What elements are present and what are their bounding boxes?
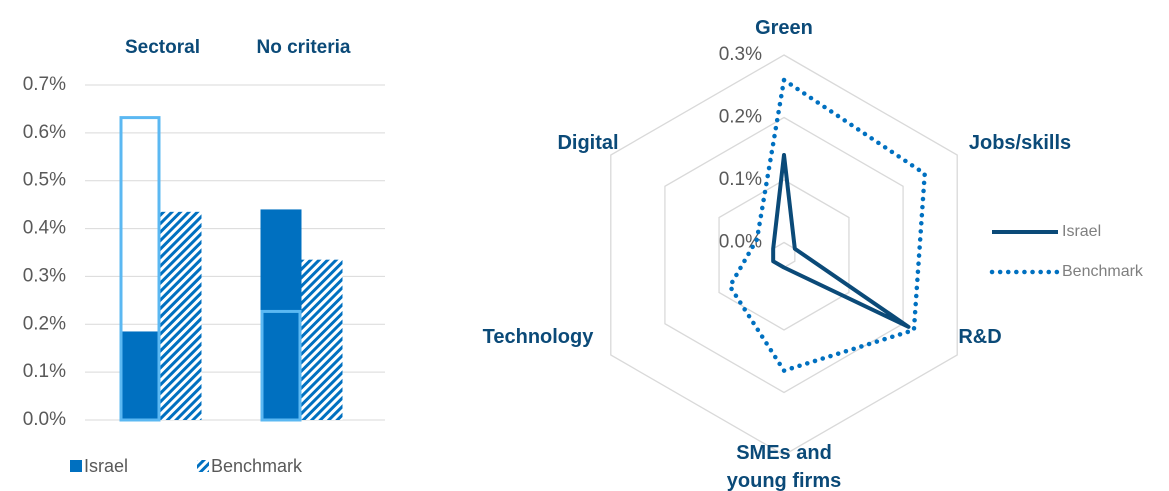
axis-label: R&D <box>958 326 1002 348</box>
y-tick-label: 0.0% <box>23 409 66 430</box>
category-label: No criteria <box>257 37 351 58</box>
bar <box>260 209 302 420</box>
bar <box>301 259 343 420</box>
legend-swatch <box>70 460 82 472</box>
grid-ring <box>610 54 958 456</box>
axis-label: Technology <box>482 326 594 348</box>
y-tick-label: 0.1% <box>23 361 66 382</box>
legend-label: Benchmark <box>211 456 303 476</box>
bar-outline <box>119 116 161 422</box>
bar-outline <box>260 309 302 422</box>
legend-swatch <box>197 460 209 472</box>
grid-ring <box>718 179 850 331</box>
grid-ring <box>664 116 904 394</box>
r-tick-label: 0.3% <box>719 44 762 65</box>
y-tick-label: 0.4% <box>23 218 66 239</box>
y-tick-label: 0.7% <box>23 74 66 95</box>
axis-label: SMEs and young firms <box>726 442 842 491</box>
axis-label: Jobs/skills <box>968 132 1072 154</box>
bar <box>160 211 202 420</box>
legend-label: Israel <box>1062 223 1101 240</box>
radar-series <box>771 153 911 329</box>
r-tick-label: 0.1% <box>719 169 762 190</box>
bar <box>119 331 161 420</box>
axis-label: Green <box>755 17 813 39</box>
y-tick-label: 0.3% <box>23 265 66 286</box>
category-label: Sectoral <box>125 37 200 58</box>
legend-label: Israel <box>84 456 128 476</box>
axis-label: Digital <box>557 132 619 154</box>
radar-series <box>727 77 927 373</box>
r-tick-label: 0.0% <box>719 232 762 253</box>
legend-label: Benchmark <box>1062 263 1144 280</box>
r-tick-label: 0.2% <box>719 107 762 128</box>
y-tick-label: 0.2% <box>23 313 66 334</box>
y-tick-label: 0.6% <box>23 122 66 143</box>
y-tick-label: 0.5% <box>23 170 66 191</box>
